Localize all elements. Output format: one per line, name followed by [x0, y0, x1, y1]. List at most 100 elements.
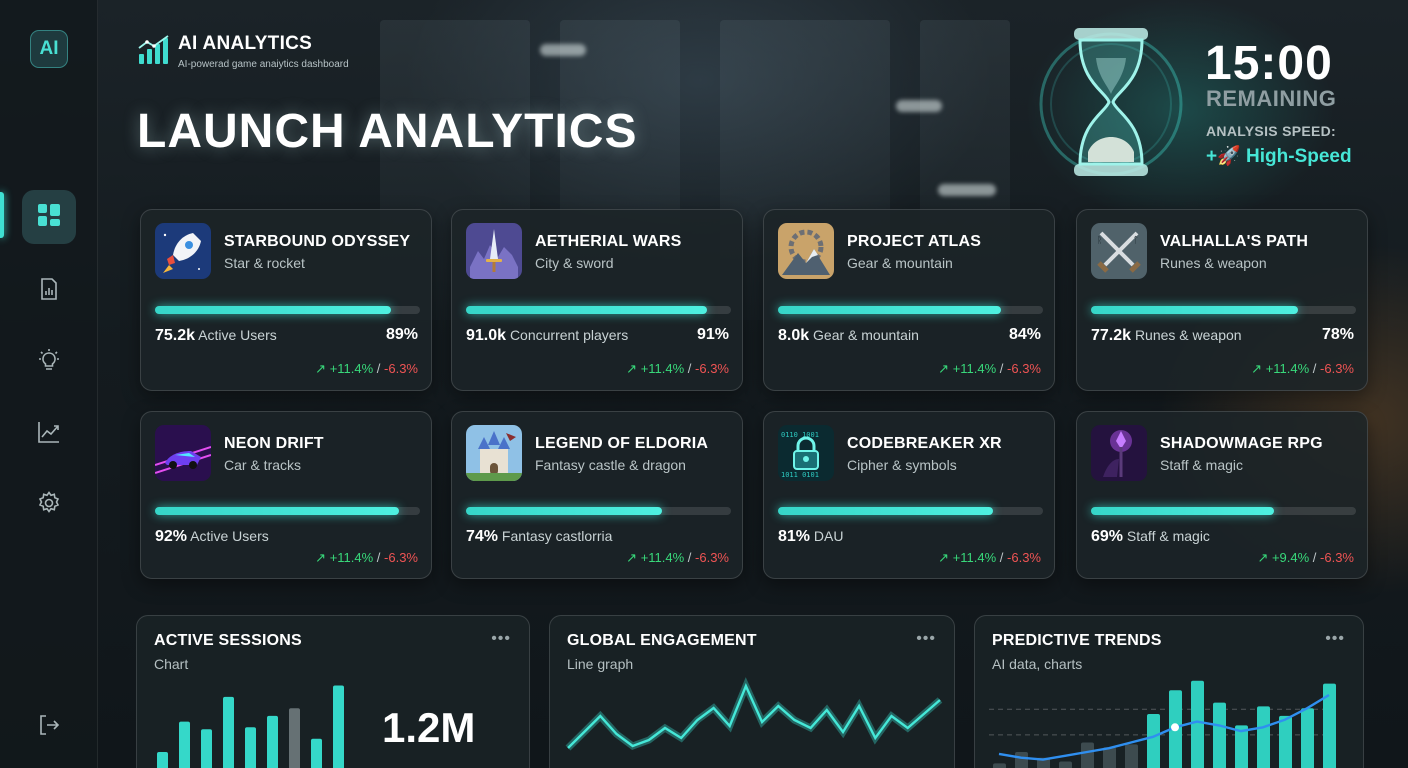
progress-fill [778, 507, 993, 515]
metric-delta: ↗ +11.4% / -6.3% [1251, 361, 1354, 376]
metric-label: Gear & mountain [813, 327, 919, 343]
delta-up: +11.4% [1265, 361, 1310, 376]
game-card[interactable]: AETHERIAL WARS City & sword 91.0k Concur… [451, 209, 743, 391]
gear-mountain-icon [778, 223, 834, 279]
nav-dashboard[interactable] [22, 190, 76, 244]
brand-subtitle: AI-powerad game anaiytics dashboard [178, 59, 349, 70]
game-title: SHADOWMAGE RPG [1160, 435, 1323, 452]
trend-bar [1015, 752, 1028, 768]
panel-subtitle: Chart [154, 656, 189, 672]
analysis-speed-value: +🚀 High-Speed [1206, 146, 1352, 167]
delta-up: +9.4% [1271, 550, 1310, 565]
grid-icon [35, 201, 63, 234]
metric-label: Concurrent players [509, 327, 629, 343]
metric-label: Active Users [198, 327, 277, 343]
game-subtitle: Star & rocket [224, 255, 305, 271]
metric-value: 92% [155, 528, 188, 545]
metric-percent: 89% [385, 326, 418, 343]
progress-fill [155, 507, 399, 515]
delta-up: +11.4% [952, 361, 997, 376]
metric-label: Fantasy castlorria [501, 528, 613, 544]
trend-bar [1257, 706, 1270, 768]
trend-bar [993, 763, 1006, 768]
gear-icon [36, 490, 62, 521]
trend-bar [1147, 714, 1160, 768]
page-title: LAUNCH ANALYTICS [137, 105, 638, 158]
delta-down: -6.3% [1007, 550, 1041, 565]
game-subtitle: Fantasy castle & dragon [535, 457, 686, 473]
nav-insights[interactable] [22, 336, 76, 390]
metric-value: 8.0k [778, 327, 810, 344]
panel-global-engagement: GLOBAL ENGAGEMENT Line graph ••• [549, 615, 955, 768]
game-card[interactable]: SHADOWMAGE RPG Staff & magic 69% Staff &… [1076, 411, 1368, 579]
game-card[interactable]: 0110 1001 1011 0101 CODEBREAKER XR Cipher… [763, 411, 1055, 579]
game-title: VALHALLA'S PATH [1160, 233, 1309, 250]
metric-delta: ↗ +11.4% / -6.3% [938, 361, 1041, 376]
game-metric: 91.0k Concurrent players [466, 327, 628, 345]
timer-value: 15:00 [1205, 37, 1333, 90]
delta-up: +11.4% [329, 361, 374, 376]
game-card[interactable]: LEGEND OF ELDORIA Fantasy castle & drago… [451, 411, 743, 579]
progress-bar [778, 507, 1043, 515]
delta-up: +11.4% [329, 550, 374, 565]
lock-icon: 0110 1001 1011 0101 [778, 425, 834, 481]
game-subtitle: Cipher & symbols [847, 457, 957, 473]
progress-bar [466, 507, 731, 515]
session-bar [245, 727, 256, 768]
brand-header: AI ANALYTICS AI-powerad game anaiytics d… [137, 32, 349, 71]
metric-percent: 84% [1008, 326, 1041, 343]
more-options-button[interactable]: ••• [1325, 630, 1345, 647]
active-nav-indicator [0, 192, 4, 238]
metric-label: Active Users [190, 528, 269, 544]
more-options-button[interactable]: ••• [491, 630, 511, 647]
game-card[interactable]: PROJECT ATLAS Gear & mountain 8.0k Gear … [763, 209, 1055, 391]
panel-title: GLOBAL ENGAGEMENT [567, 632, 757, 649]
app-logo[interactable]: AI [30, 30, 68, 68]
report-icon [36, 276, 62, 307]
svg-text:1011 0101: 1011 0101 [781, 471, 819, 479]
nav-trends[interactable] [22, 407, 76, 461]
metric-value: 75.2k [155, 327, 196, 344]
metric-delta: ↗ +11.4% / -6.3% [315, 550, 418, 565]
panel-title: PREDICTIVE TRENDS [992, 632, 1162, 649]
nav-settings[interactable] [22, 478, 76, 532]
sword-icon [466, 223, 522, 279]
trend-bar [1125, 744, 1138, 768]
ceiling-light [896, 100, 942, 112]
metric-delta: ↗ +11.4% / -6.3% [938, 550, 1041, 565]
sessions-total: 1.2M [382, 704, 476, 751]
delta-down: -6.3% [695, 361, 729, 376]
more-options-button[interactable]: ••• [916, 630, 936, 647]
game-subtitle: Runes & weapon [1160, 255, 1267, 271]
metric-value: 81% [778, 528, 811, 545]
metric-delta: ↗ +11.4% / -6.3% [626, 361, 729, 376]
lightbulb-icon [36, 348, 62, 379]
logout-icon [36, 712, 62, 743]
game-metric: 74% Fantasy castlorria [466, 528, 612, 546]
game-card[interactable]: NEON DRIFT Car & tracks 92% Active Users… [140, 411, 432, 579]
game-card[interactable]: STARBOUND ODYSSEY Star & rocket 75.2k Ac… [140, 209, 432, 391]
svg-text:ᛏ: ᛏ [1133, 235, 1138, 246]
logout-button[interactable] [22, 700, 76, 754]
progress-fill [155, 306, 391, 314]
metric-percent: 78% [1321, 326, 1354, 343]
progress-fill [1091, 507, 1274, 515]
trend-up-icon: ↗ [1251, 361, 1266, 376]
panel-title: ACTIVE SESSIONS [154, 632, 302, 649]
trend-up-icon: ↗ [938, 361, 953, 376]
trend-bar [1191, 680, 1204, 768]
trend-bar [1323, 683, 1336, 768]
metric-value: 69% [1091, 528, 1124, 545]
metric-label: Staff & magic [1126, 528, 1210, 544]
trend-up-icon: ↗ [1257, 550, 1272, 565]
progress-bar [778, 306, 1043, 314]
panel-predictive-trends: PREDICTIVE TRENDS AI data, charts ••• [974, 615, 1364, 768]
game-title: STARBOUND ODYSSEY [224, 233, 411, 250]
session-bar [267, 715, 278, 768]
trend-bar [1103, 747, 1116, 768]
game-title: PROJECT ATLAS [847, 233, 982, 250]
nav-reports[interactable] [22, 264, 76, 318]
game-title: AETHERIAL WARS [535, 233, 682, 250]
trend-up-icon: ↗ [315, 361, 330, 376]
